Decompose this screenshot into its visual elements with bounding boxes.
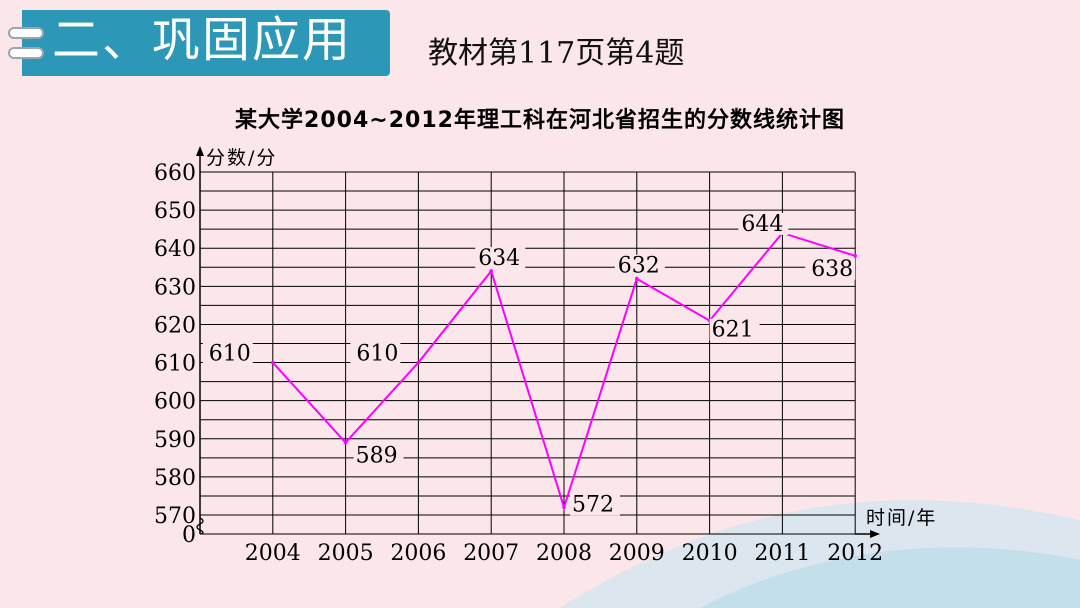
data-label-bg bbox=[350, 342, 401, 365]
y-tick-label: 620 bbox=[154, 313, 196, 338]
data-point bbox=[416, 360, 421, 365]
x-axis-label: 时间/年 bbox=[866, 507, 937, 529]
y-tick-label: 650 bbox=[154, 199, 196, 224]
x-tick-label: 2011 bbox=[754, 541, 810, 566]
y-tick-label: 640 bbox=[154, 237, 196, 262]
data-label-bg bbox=[202, 342, 253, 365]
data-label-bg bbox=[738, 212, 789, 235]
x-tick-label: 2010 bbox=[682, 541, 738, 566]
x-tick-label: 2009 bbox=[609, 541, 665, 566]
data-label: 644 bbox=[741, 212, 783, 237]
x-tick-label: 2006 bbox=[390, 541, 446, 566]
chart-title: 某大学2004~2012年理工科在河北省招生的分数线统计图 bbox=[235, 108, 845, 133]
y-tick-label: 600 bbox=[154, 390, 196, 415]
binder-ring-icon bbox=[8, 27, 44, 39]
section-title: 二、巩固应用 bbox=[52, 12, 353, 68]
y-tick-label: 630 bbox=[154, 275, 196, 300]
y-axis-arrow bbox=[196, 146, 204, 156]
x-tick-label: 2012 bbox=[827, 541, 883, 566]
x-tick-label: 2004 bbox=[245, 541, 301, 566]
x-axis-arrow bbox=[870, 530, 880, 538]
y-origin-label: 0 bbox=[182, 523, 196, 548]
x-tick-label: 2005 bbox=[318, 541, 374, 566]
data-point bbox=[271, 360, 275, 365]
x-tick-label: 2008 bbox=[536, 541, 592, 566]
data-label: 610 bbox=[356, 342, 398, 367]
exercise-reference: 教材第117页第4题 bbox=[428, 36, 685, 71]
y-tick-label: 660 bbox=[154, 161, 196, 186]
data-label: 638 bbox=[811, 257, 853, 282]
data-label: 610 bbox=[209, 342, 251, 367]
data-point bbox=[853, 254, 857, 258]
axis-break-mark bbox=[196, 517, 204, 535]
data-label-bg bbox=[475, 247, 526, 270]
y-axis-label: 分数/分 bbox=[206, 147, 277, 169]
data-point bbox=[635, 276, 639, 281]
data-point bbox=[562, 505, 566, 510]
data-label: 634 bbox=[478, 246, 520, 271]
data-label: 572 bbox=[572, 492, 614, 517]
binder-ring-icon bbox=[8, 47, 44, 59]
y-tick-label: 570 bbox=[154, 504, 196, 529]
data-point bbox=[489, 269, 494, 273]
data-label: 632 bbox=[618, 254, 660, 279]
data-point bbox=[343, 440, 348, 445]
x-tick-label: 2007 bbox=[463, 541, 519, 566]
data-label-bg bbox=[805, 257, 856, 280]
data-label: 621 bbox=[712, 318, 754, 343]
y-tick-label: 590 bbox=[154, 428, 196, 453]
y-tick-label: 610 bbox=[154, 352, 196, 377]
y-tick-label: 580 bbox=[154, 466, 196, 491]
data-label: 589 bbox=[356, 444, 398, 469]
data-label-bg bbox=[353, 444, 404, 467]
section-header-band bbox=[22, 10, 390, 76]
data-label-bg bbox=[709, 318, 760, 341]
data-label-bg bbox=[614, 254, 665, 277]
data-label-bg bbox=[570, 493, 620, 516]
